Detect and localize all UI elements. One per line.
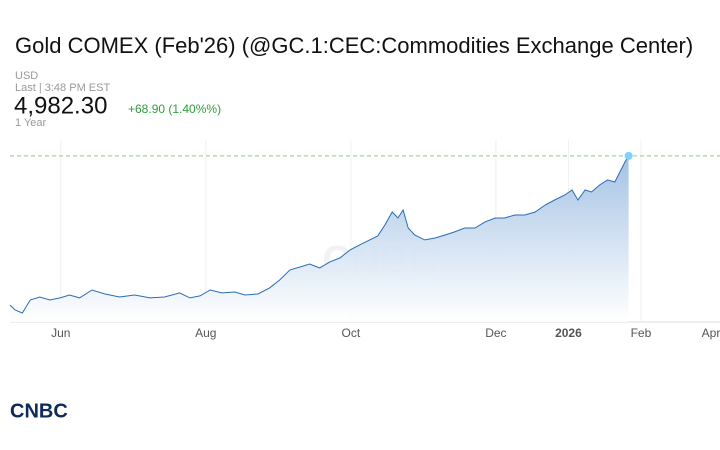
x-tick-label: Dec [485, 326, 506, 340]
price-line [9, 155, 630, 314]
x-tick-label: 2026 [555, 326, 582, 340]
logo: CNBC [10, 400, 68, 422]
title: Gold COMEX (Feb'26) (@GC.1:CEC:Commoditi… [15, 33, 693, 58]
x-tick-label: Jun [51, 326, 70, 340]
x-tick-label: Oct [342, 326, 361, 340]
currency: USD [15, 70, 38, 82]
area-fill [10, 155, 629, 322]
range: 1 Year [15, 117, 47, 129]
plot: Jun Aug Oct Dec 2026 Feb Apr [9, 140, 720, 340]
x-tick-label: Aug [195, 326, 216, 340]
last-time: Last | 3:48 PM EST [15, 82, 110, 94]
last-point [624, 151, 633, 160]
x-tick-label: Apr [702, 326, 720, 340]
x-tick-label: Feb [631, 326, 652, 340]
change: +68.90 (1.40%%) [128, 102, 221, 116]
price: 4,982.30 [14, 92, 107, 119]
